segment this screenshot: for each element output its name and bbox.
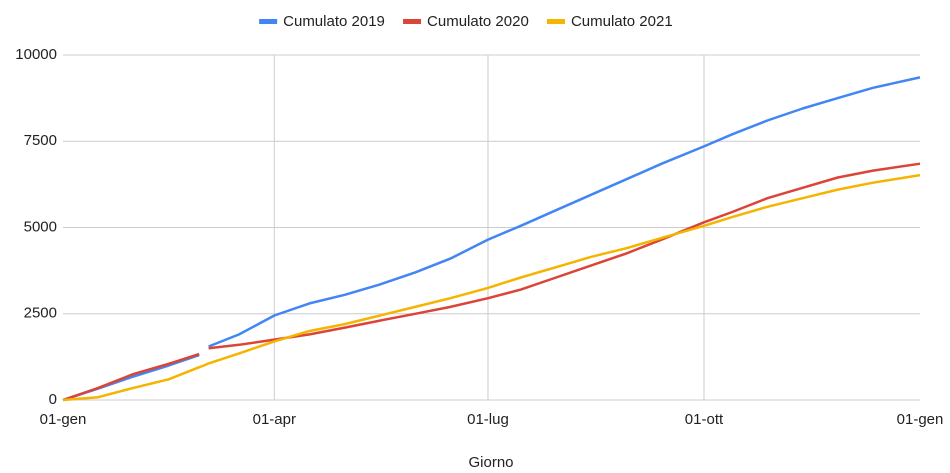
y-tick-label: 7500 [24,132,57,149]
series-line [62,173,921,402]
x-tick-label: 01-ott [685,411,724,428]
y-tick-label: 5000 [24,218,57,235]
legend-swatch [259,19,278,24]
legend-label: Cumulato 2019 [283,13,385,30]
x-tick-label: 01-lug [467,411,509,428]
x-tick-label: 01-gen [897,411,944,428]
y-tick-label: 0 [49,391,57,408]
series-line [62,162,921,402]
series-line [62,76,921,402]
x-axis-label: Giorno [468,454,513,471]
legend-swatch [403,19,422,24]
legend-label: Cumulato 2020 [427,13,529,30]
legend-swatch [546,19,565,24]
x-tick-label: 01-gen [40,411,87,428]
x-tick-label: 01-apr [253,411,296,428]
legend-label: Cumulato 2021 [571,13,673,30]
y-tick-label: 2500 [24,305,57,322]
y-tick-label: 10000 [15,46,57,63]
